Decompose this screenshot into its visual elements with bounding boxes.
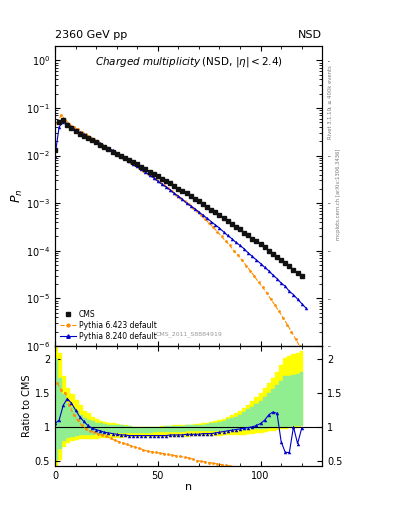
- Text: mcplots.cern.ch [arXiv:1306.3436]: mcplots.cern.ch [arXiv:1306.3436]: [336, 149, 341, 240]
- Legend: CMS, Pythia 6.423 default, Pythia 8.240 default: CMS, Pythia 6.423 default, Pythia 8.240 …: [59, 308, 158, 342]
- Text: Rivet 3.1.10, ≥ 400k events: Rivet 3.1.10, ≥ 400k events: [328, 66, 333, 139]
- Text: NSD: NSD: [298, 30, 322, 40]
- Text: CMS_2011_S8884919: CMS_2011_S8884919: [155, 331, 222, 337]
- Y-axis label: Ratio to CMS: Ratio to CMS: [22, 375, 32, 437]
- X-axis label: n: n: [185, 482, 192, 492]
- Text: Charged multiplicity$\,({\rm NSD},\,|\eta| < 2.4)$: Charged multiplicity$\,({\rm NSD},\,|\et…: [95, 55, 283, 69]
- Y-axis label: $P_n$: $P_n$: [9, 189, 25, 203]
- Text: 2360 GeV pp: 2360 GeV pp: [55, 30, 127, 40]
